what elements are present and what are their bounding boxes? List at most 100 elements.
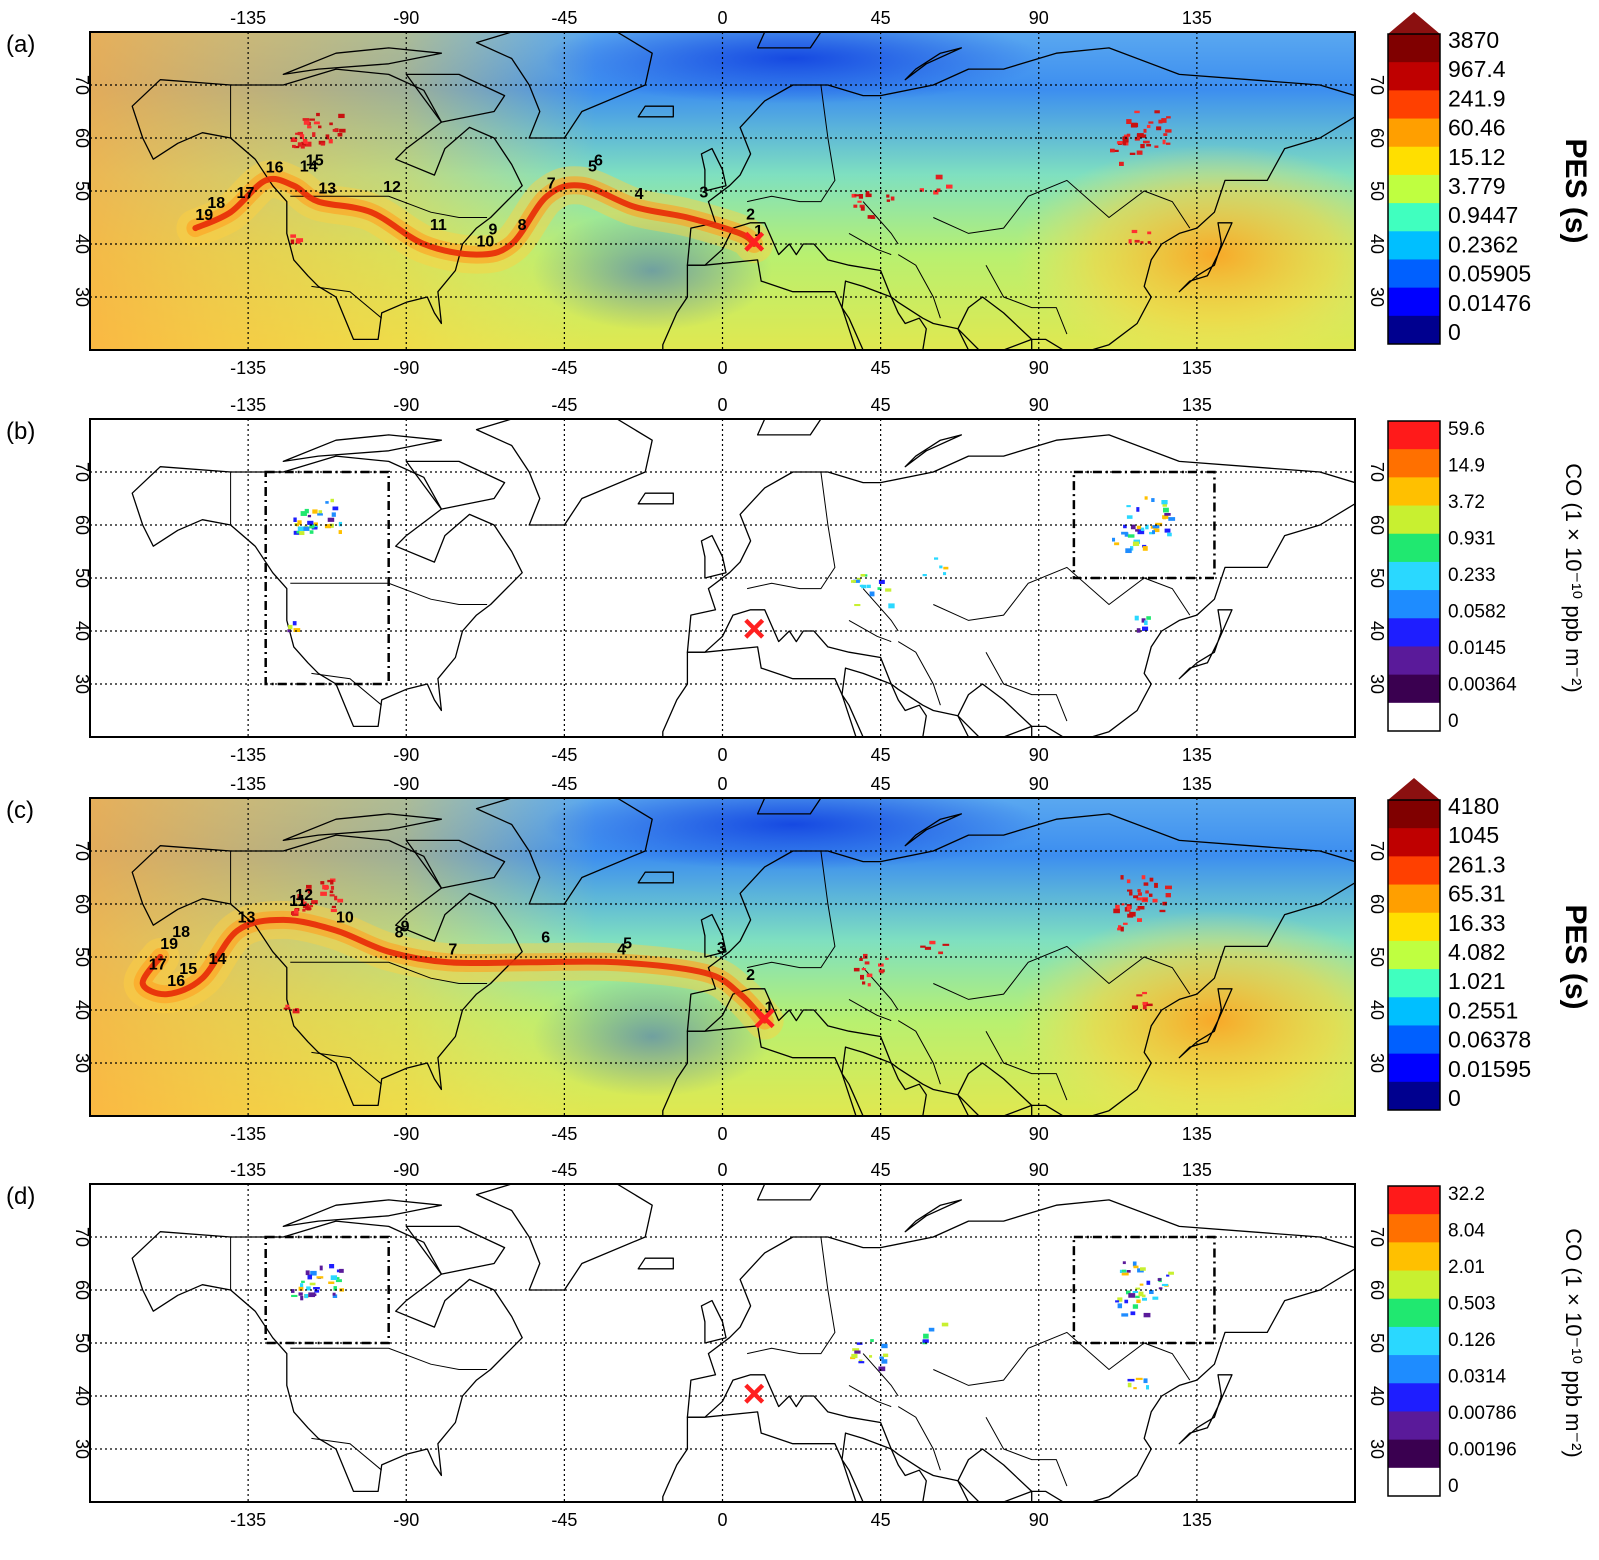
emission-cell xyxy=(885,588,892,592)
emission-cell xyxy=(859,584,864,587)
pes-field-east-asia xyxy=(1014,144,1355,350)
emission-cell xyxy=(1149,531,1155,535)
panel-label: (d) xyxy=(6,1183,35,1210)
emission-cell xyxy=(1145,524,1149,530)
emission-cell xyxy=(319,1265,323,1271)
emission-cell xyxy=(866,584,871,589)
lon-tick-label-bottom: -90 xyxy=(393,1124,419,1144)
emission-cell xyxy=(1143,882,1149,886)
colorbar-tick-label: 0 xyxy=(1448,319,1461,345)
emission-cell xyxy=(329,523,334,528)
emission-cell xyxy=(886,199,891,202)
lon-tick-label-top: 90 xyxy=(1029,395,1049,415)
colorbar-segment xyxy=(1388,449,1440,478)
emission-cell xyxy=(288,624,293,630)
emission-cell xyxy=(303,120,310,125)
emission-cell xyxy=(329,890,334,894)
trajectory-line xyxy=(192,175,758,258)
emission-cell xyxy=(303,526,310,531)
emission-cell xyxy=(933,190,939,195)
coastline-africa xyxy=(662,259,857,350)
lat-tick-label-left: 50 xyxy=(72,181,92,201)
coastline-svalbard xyxy=(756,32,822,49)
emission-cell xyxy=(1133,1387,1137,1390)
country-border xyxy=(311,285,383,319)
emission-cell xyxy=(329,1264,335,1269)
emission-cell xyxy=(1144,620,1148,626)
lon-tick-label-bottom: -45 xyxy=(551,745,577,765)
lon-tick-label-bottom: -135 xyxy=(230,358,266,378)
lon-tick-label-top: 135 xyxy=(1182,1160,1212,1180)
colorbar-frame xyxy=(1387,420,1441,732)
coastline-iceland xyxy=(637,871,674,884)
coastline-arabia xyxy=(841,1046,927,1116)
country-border xyxy=(848,232,892,256)
coastline-japan xyxy=(1178,988,1233,1059)
emission-cell xyxy=(860,206,865,211)
emission-cell xyxy=(332,129,338,132)
emission-cell xyxy=(330,498,334,503)
emission-cell xyxy=(316,112,320,117)
time-marker: 18 xyxy=(207,195,225,212)
emission-cell xyxy=(1152,525,1160,529)
emission-cell xyxy=(307,520,314,525)
emission-cell xyxy=(1127,534,1135,538)
emission-cell xyxy=(337,133,343,137)
coastline-greenland xyxy=(475,798,653,905)
emission-cell xyxy=(291,1289,295,1293)
colorbar-segment xyxy=(1388,1355,1440,1384)
colorbar-segment xyxy=(1388,1270,1440,1300)
colorbar-segment xyxy=(1388,590,1440,619)
time-marker: 4 xyxy=(617,941,626,958)
emission-cell xyxy=(1121,903,1125,906)
lat-tick-label-left: 70 xyxy=(72,1227,92,1247)
emission-cell xyxy=(1161,1283,1169,1287)
lat-tick-label-right: 60 xyxy=(1367,894,1387,914)
lon-tick-label-bottom: 0 xyxy=(717,745,727,765)
emission-cell xyxy=(292,621,297,626)
colorbar-tick-label: 0.9447 xyxy=(1448,202,1518,228)
emission-cell xyxy=(318,125,322,129)
lat-tick-label-left: 40 xyxy=(72,1386,92,1406)
emission-cell xyxy=(339,128,346,133)
colorbar-segment xyxy=(1388,1411,1440,1441)
colorbar-tick-label: 261.3 xyxy=(1448,851,1506,877)
lon-tick-label-top: -45 xyxy=(551,395,577,415)
emission-cell xyxy=(311,900,318,905)
emission-cell xyxy=(1162,901,1167,906)
emission-cell xyxy=(890,196,895,201)
emission-cell xyxy=(1126,1290,1131,1295)
emission-cell xyxy=(1123,524,1127,529)
time-marker: 19 xyxy=(195,207,213,224)
emission-cell xyxy=(928,1327,935,1332)
emission-cell xyxy=(865,193,872,198)
coastline-novaya xyxy=(904,47,963,81)
emission-cell xyxy=(292,138,298,141)
emission-cell xyxy=(301,141,306,146)
colorbar-segment xyxy=(1388,505,1440,535)
lat-tick-label-left: 30 xyxy=(72,287,92,307)
emission-cell xyxy=(1145,890,1149,894)
country-border xyxy=(311,1051,383,1085)
coastline-africa xyxy=(662,1025,857,1116)
emission-cell xyxy=(1126,133,1131,137)
emission-cell xyxy=(309,524,315,529)
emission-cell xyxy=(854,604,861,607)
emission-cell xyxy=(1166,1274,1170,1277)
colorbar-segment xyxy=(1388,884,1440,914)
colorbar-segment xyxy=(1388,969,1440,998)
emission-cell xyxy=(1115,904,1120,909)
lon-tick-label-bottom: -45 xyxy=(551,1510,577,1530)
emission-cell xyxy=(1142,626,1149,631)
colorbar-segment xyxy=(1388,1326,1440,1356)
emission-cell xyxy=(1140,241,1144,244)
lon-tick-label-bottom: -90 xyxy=(393,358,419,378)
time-marker: 10 xyxy=(477,234,495,251)
emission-cell xyxy=(1113,908,1120,914)
emission-cell xyxy=(1118,925,1122,930)
colorbar-tick-label: 3870 xyxy=(1448,27,1499,53)
colorbar-segment xyxy=(1388,259,1440,289)
emission-cell xyxy=(1132,1291,1139,1294)
